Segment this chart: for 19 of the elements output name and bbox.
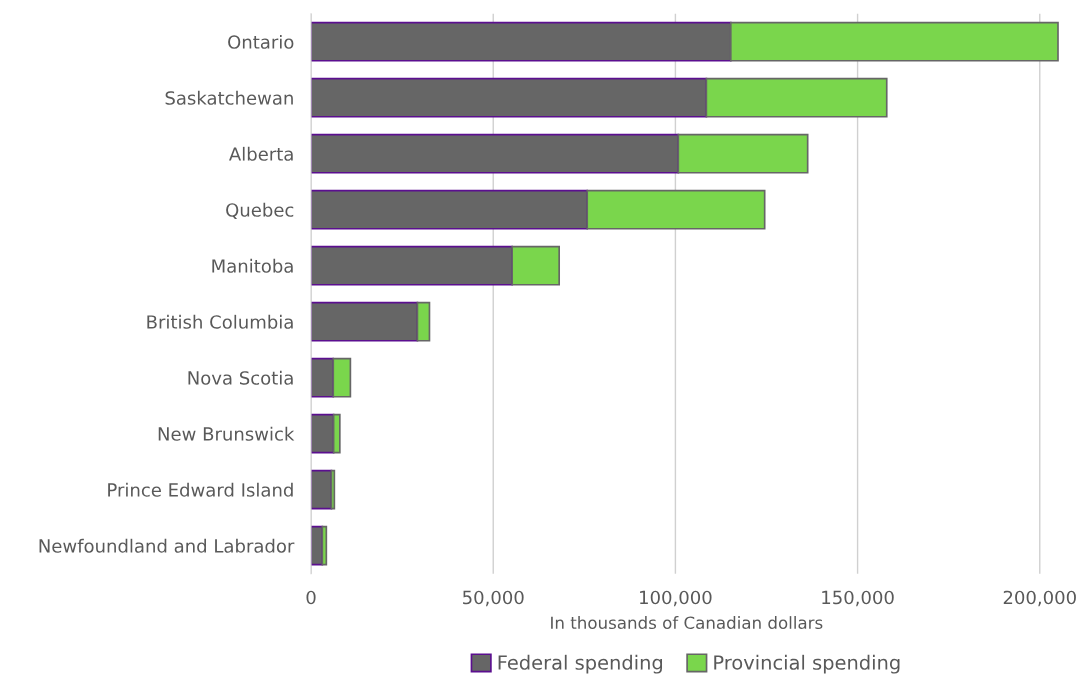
y-tick-label: Manitoba bbox=[212, 258, 293, 273]
y-tick-label: Ontario bbox=[228, 34, 294, 49]
x-axis-title: In thousands of Canadian dollars bbox=[551, 616, 823, 630]
x-tick-label: 200,000 bbox=[1003, 590, 1076, 607]
y-tick-label: Nova Scotia bbox=[188, 370, 293, 385]
x-tick-label: 100,000 bbox=[640, 590, 712, 607]
x-tick-label: 0 bbox=[306, 590, 316, 605]
bar bbox=[311, 469, 333, 510]
y-tick-label: Prince Edward Island bbox=[108, 482, 293, 497]
y-tick-label: Newfoundland and Labrador bbox=[39, 538, 295, 553]
legend-label: Federal spending bbox=[498, 654, 663, 674]
x-tick-label: 150,000 bbox=[822, 590, 894, 607]
y-tick-label: New Brunswick bbox=[158, 426, 295, 441]
y-tick-label: British Columbia bbox=[147, 314, 293, 329]
x-tick-label: 50,000 bbox=[463, 590, 524, 607]
y-tick-label: Saskatchewan bbox=[165, 90, 293, 105]
y-tick-label: Quebec bbox=[226, 202, 294, 219]
y-tick-label: Alberta bbox=[229, 146, 293, 161]
legend-label: Provincial spending bbox=[714, 654, 900, 674]
